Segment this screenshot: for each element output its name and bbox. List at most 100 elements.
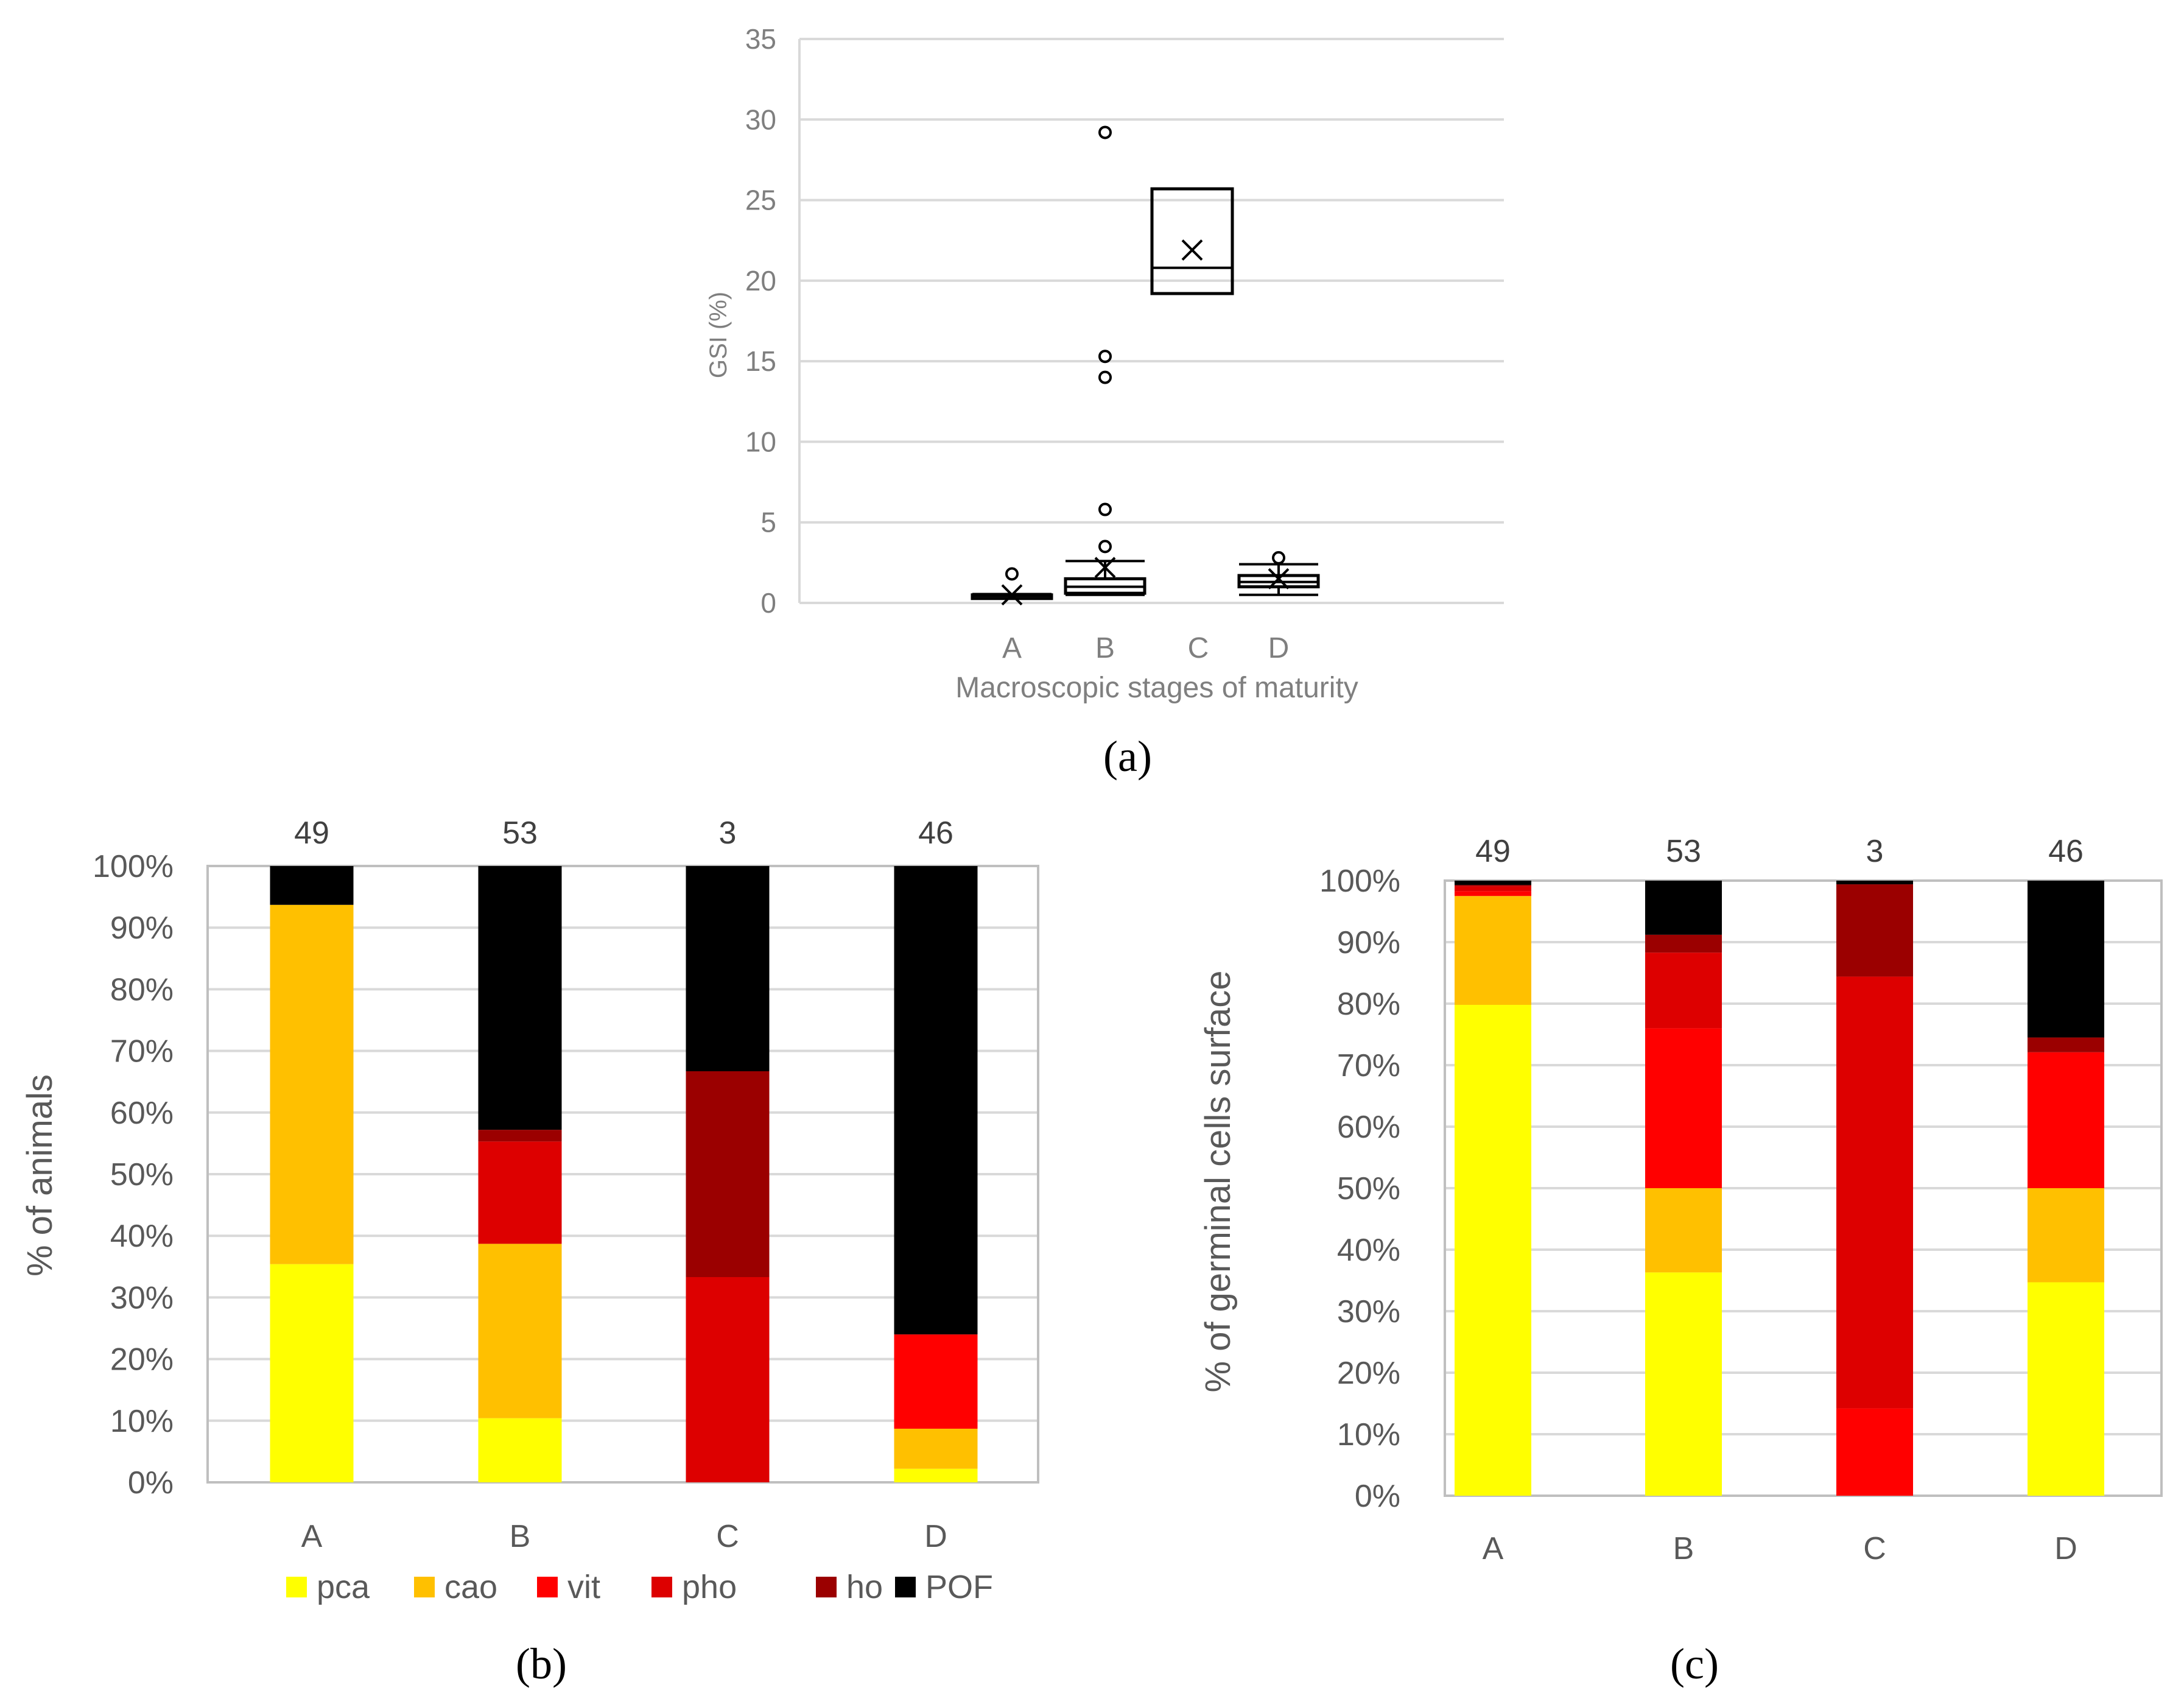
bar-segment-ho: [1455, 885, 1531, 887]
caption-c: (c): [1670, 1639, 1719, 1688]
bar-segment-cao: [2028, 1188, 2104, 1283]
legend-swatch-pca: [286, 1577, 307, 1597]
bar-segment-pca: [1455, 1005, 1531, 1496]
legend-label-cao: cao: [444, 1569, 497, 1605]
outlier-point: [1098, 350, 1112, 364]
bar-segment-pca: [1645, 1272, 1722, 1496]
x-tick-label: A: [301, 1519, 323, 1554]
bar-segment-vit: [894, 1334, 978, 1429]
y-tick-label: 100%: [1319, 864, 1400, 899]
y-tick-label: 100%: [93, 849, 174, 884]
y-tick-label: 10: [745, 426, 776, 457]
bar-segment-pho: [1836, 976, 1913, 1409]
caption-a: (a): [1103, 732, 1152, 781]
bar-count-label: 46: [918, 815, 953, 851]
y-tick-label: 0%: [1355, 1479, 1400, 1514]
bar-segment-pca: [478, 1418, 562, 1482]
bar-segment-ho: [686, 1071, 770, 1278]
legend-label-pca: pca: [317, 1569, 370, 1605]
bar-count-label: 49: [1475, 834, 1511, 869]
y-tick-label: 35: [745, 23, 776, 55]
y-axis-title: % of germinal cells surface: [1198, 970, 1238, 1392]
mean-marker: [1181, 239, 1203, 261]
bar-segment-cao: [1455, 896, 1531, 1005]
panel-c-stacked-bar: 0% 10% 20% 30% 40% 50% 60% 70% 80% 90% 100% A 49 B 53 C…: [1198, 834, 2163, 1566]
x-tick-label: B: [1095, 632, 1115, 664]
y-tick-label: 90%: [1337, 925, 1400, 960]
outlier-point: [1098, 502, 1112, 516]
box: [1150, 187, 1234, 295]
y-axis-title: % of animals: [20, 1074, 60, 1276]
plot-frame: [206, 865, 1039, 1484]
bar-segment-pho: [1645, 952, 1722, 1029]
bar-segment-POF: [1455, 881, 1531, 885]
y-tick-label: 80%: [110, 972, 174, 1007]
bar-segment-ho: [478, 1130, 562, 1142]
bar-segment-vit: [1645, 1028, 1722, 1188]
bar-segment-pho: [1455, 886, 1531, 892]
bar-segment-POF: [686, 866, 770, 1071]
outlier-point: [1098, 370, 1112, 384]
y-tick-label: 70%: [110, 1034, 174, 1069]
bar-count-label: 46: [2048, 834, 2084, 869]
bar-count-label: 49: [294, 815, 329, 851]
y-tick-label: 30: [745, 104, 776, 135]
y-tick-label: 30%: [110, 1280, 174, 1315]
bar-segment-POF: [1836, 881, 1913, 885]
x-axis-title: Macroscopic stages of maturity: [955, 672, 1358, 704]
x-tick-label: C: [1188, 632, 1209, 664]
x-tick-label: D: [2054, 1531, 2077, 1566]
bar-segment-vit: [2028, 1052, 2104, 1188]
bar-segment-POF: [2028, 881, 2104, 1038]
x-tick-label: B: [510, 1519, 531, 1554]
bar-segment-pca: [270, 1264, 354, 1482]
x-tick-label: A: [1002, 632, 1022, 664]
outlier-point: [1098, 125, 1112, 139]
y-tick-label: 70%: [1337, 1048, 1400, 1083]
legend-label-vit: vit: [567, 1569, 600, 1605]
y-tick-label: 60%: [1337, 1110, 1400, 1145]
y-tick-label: 80%: [1337, 987, 1400, 1022]
bar-segment-POF: [894, 866, 978, 1335]
outlier-point: [1098, 540, 1112, 554]
bar-segment-cao: [1645, 1188, 1722, 1273]
x-tick-label: B: [1673, 1531, 1694, 1566]
bar-segment-pca: [2028, 1282, 2104, 1496]
y-tick-label: 90%: [110, 910, 174, 946]
bar-segment-pca: [894, 1468, 978, 1482]
mean-marker: [1001, 584, 1023, 606]
x-tick-label: A: [1483, 1531, 1504, 1566]
legend-swatch-cao: [414, 1577, 435, 1597]
y-tick-label: 30%: [1337, 1294, 1400, 1329]
y-tick-label: 40%: [110, 1219, 174, 1254]
x-tick-label: D: [924, 1519, 947, 1554]
y-tick-label: 10%: [1337, 1417, 1400, 1452]
mean-marker: [1094, 557, 1116, 579]
legend-label-POF: POF: [925, 1569, 993, 1605]
legend: pca cao vit pho ho POF: [286, 1569, 993, 1605]
outlier-point: [1005, 567, 1019, 581]
bar-count-label: 3: [719, 815, 737, 851]
y-tick-label: 20%: [1337, 1356, 1400, 1391]
bar-segment-pho: [478, 1141, 562, 1244]
bar-count-label: 3: [1866, 834, 1884, 869]
y-tick-label: 15: [745, 345, 776, 377]
y-tick-label: 20%: [110, 1342, 174, 1378]
y-tick-label: 40%: [1337, 1233, 1400, 1268]
bar-segment-cao: [270, 904, 354, 1264]
y-axis-title: GSI (%): [705, 292, 732, 378]
y-tick-label: 50%: [1337, 1171, 1400, 1206]
y-tick-label: 0%: [128, 1465, 174, 1501]
bar-segment-cao: [894, 1428, 978, 1469]
bar-segment-POF: [478, 866, 562, 1130]
legend-swatch-ho: [816, 1577, 837, 1597]
y-tick-label: 0: [760, 587, 776, 619]
x-tick-label: D: [1268, 632, 1290, 664]
legend-swatch-vit: [537, 1577, 558, 1597]
panel-a-boxplot: 0 5 10 15 20 25 30 35 A B C D Macroscopic stages of …: [705, 23, 1504, 704]
bar-segment-cao: [478, 1244, 562, 1418]
x-tick-label: C: [716, 1519, 739, 1554]
bar-segment-pho: [686, 1277, 770, 1482]
caption-b: (b): [516, 1639, 567, 1688]
